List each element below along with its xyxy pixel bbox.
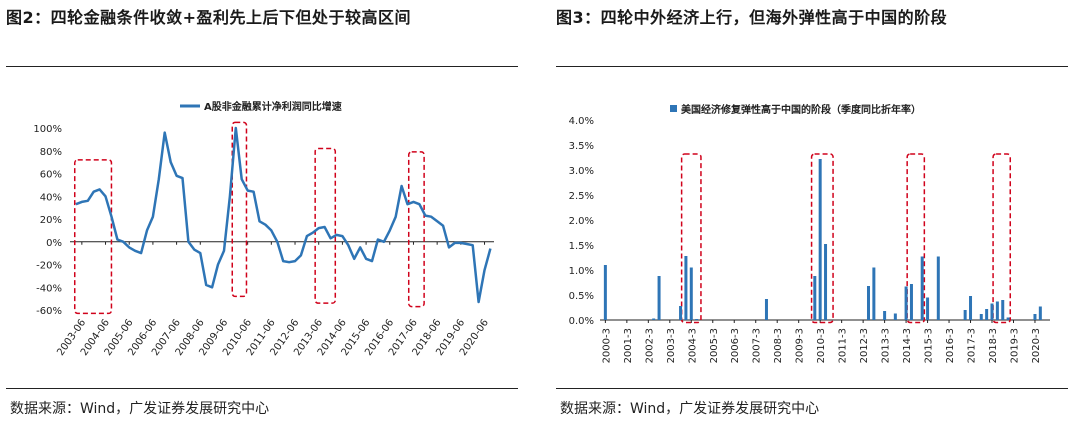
y-tick-label: -20% — [36, 261, 62, 272]
left-source-rule — [6, 388, 518, 389]
x-tick-label: 2020-3 — [1031, 328, 1042, 363]
y-tick-label: 1.5% — [569, 241, 594, 252]
bar — [695, 319, 699, 320]
x-tick-label: 2013-3 — [881, 328, 892, 363]
left-line-chart: A股非金融累计净利润同比增速 -60% -40% -20% 0% 20% 40% 60% 80%… — [33, 100, 494, 358]
bar — [818, 159, 822, 320]
bar — [657, 276, 661, 320]
bar — [1033, 314, 1037, 320]
legend-label: 美国经济修复弹性高于中国的阶段（季度同比折年率） — [681, 103, 921, 116]
bar — [979, 314, 983, 320]
bar — [872, 267, 876, 320]
x-tick-label: 2000-3 — [601, 328, 612, 363]
bar — [909, 284, 913, 320]
y-tick-label: 3.0% — [569, 166, 594, 177]
x-tick-label: 2019-3 — [1009, 328, 1020, 363]
x-tick-label: 2011-3 — [838, 328, 849, 363]
x-tick-label: 2005-3 — [709, 328, 720, 363]
bar — [652, 318, 656, 320]
right-title-rule — [556, 66, 1068, 67]
x-tick-label: 2002-3 — [644, 328, 655, 363]
series-line — [75, 126, 492, 304]
bar — [969, 296, 973, 320]
y-tick-label: 0.5% — [569, 291, 594, 302]
x-tick-label: 2007-3 — [752, 328, 763, 363]
y-tick-label: 60% — [40, 170, 62, 181]
legend-swatch — [670, 105, 677, 112]
bar — [603, 265, 607, 320]
bar — [990, 303, 994, 320]
y-tick-label: 20% — [40, 215, 62, 226]
x-tick-label: 2009-3 — [795, 328, 806, 363]
x-tick-label: 2015-3 — [924, 328, 935, 363]
highlight-box — [407, 151, 425, 308]
y-tick-label: 1.0% — [569, 266, 594, 277]
bar — [764, 299, 768, 320]
highlight-box — [314, 147, 337, 304]
bar — [936, 256, 940, 320]
right-source-rule — [556, 388, 1068, 389]
bar — [1006, 317, 1010, 320]
y-tick-label: 2.5% — [569, 191, 594, 202]
bar — [985, 309, 989, 320]
x-tick-label: 2018-3 — [988, 328, 999, 363]
y-tick-label: 80% — [40, 147, 62, 158]
highlight-box — [680, 153, 702, 324]
x-tick-label: 2014-3 — [902, 328, 913, 363]
bar — [893, 313, 897, 320]
x-tick-label: 2012-3 — [859, 328, 870, 363]
highlight-box — [992, 153, 1012, 324]
right-source-note: 数据来源：Wind，广发证券发展研究中心 — [560, 401, 820, 417]
bar — [1001, 300, 1005, 320]
bar — [813, 276, 817, 320]
left-figure-title: 图2：四轮金融条件收敛+盈利先上后下但处于较高区间 — [6, 8, 412, 27]
y-tick-label: 4.0% — [569, 116, 594, 127]
y-tick-label: 40% — [40, 192, 62, 203]
left-source-note: 数据来源：Wind，广发证券发展研究中心 — [10, 401, 270, 417]
right-figure-panel: 图3：四轮中外经济上行，但海外弹性高于中国的阶段 美国经济修复弹性高于中国的阶段… — [550, 0, 1080, 424]
highlight-box — [906, 153, 926, 324]
right-bar-chart: 美国经济修复弹性高于中国的阶段（季度同比折年率） 0.0% 0.5% 1.0% 1.5%… — [569, 103, 1050, 363]
bar — [824, 244, 828, 320]
x-tick-label: 2004-3 — [687, 328, 698, 363]
y-tick-label: 2.0% — [569, 216, 594, 227]
highlight-box — [810, 153, 834, 324]
bar — [995, 301, 999, 320]
bar — [689, 267, 693, 320]
bar — [920, 256, 924, 320]
x-tick-label: 2010-3 — [816, 328, 827, 363]
y-tick-label: 0% — [46, 238, 62, 249]
y-tick-label: 100% — [33, 124, 62, 135]
bar — [679, 306, 683, 320]
left-title-rule — [6, 66, 518, 67]
y-tick-label: -40% — [36, 283, 62, 294]
bar — [926, 297, 930, 320]
bar — [684, 256, 688, 320]
highlight-box — [231, 121, 248, 298]
y-tick-label: 3.5% — [569, 141, 594, 152]
x-tick-label: 2003-3 — [666, 328, 677, 363]
x-tick-label: 2016-3 — [945, 328, 956, 363]
bar — [866, 286, 870, 320]
y-tick-label: -60% — [36, 306, 62, 317]
x-tick-label: 2008-3 — [773, 328, 784, 363]
left-figure-panel: 图2：四轮金融条件收敛+盈利先上后下但处于较高区间 A股非金融累计净利润同比增速… — [0, 0, 530, 424]
bar — [904, 286, 908, 320]
highlight-box — [73, 159, 113, 315]
x-tick-label: 2001-3 — [623, 328, 634, 363]
bar — [963, 310, 967, 320]
y-tick-label: 0.0% — [569, 316, 594, 327]
legend-label: A股非金融累计净利润同比增速 — [204, 100, 342, 113]
bar — [883, 311, 887, 320]
right-figure-title: 图3：四轮中外经济上行，但海外弹性高于中国的阶段 — [556, 8, 948, 27]
x-tick-label: 2006-3 — [730, 328, 741, 363]
x-tick-label: 2017-3 — [967, 328, 978, 363]
bar — [1038, 306, 1042, 320]
